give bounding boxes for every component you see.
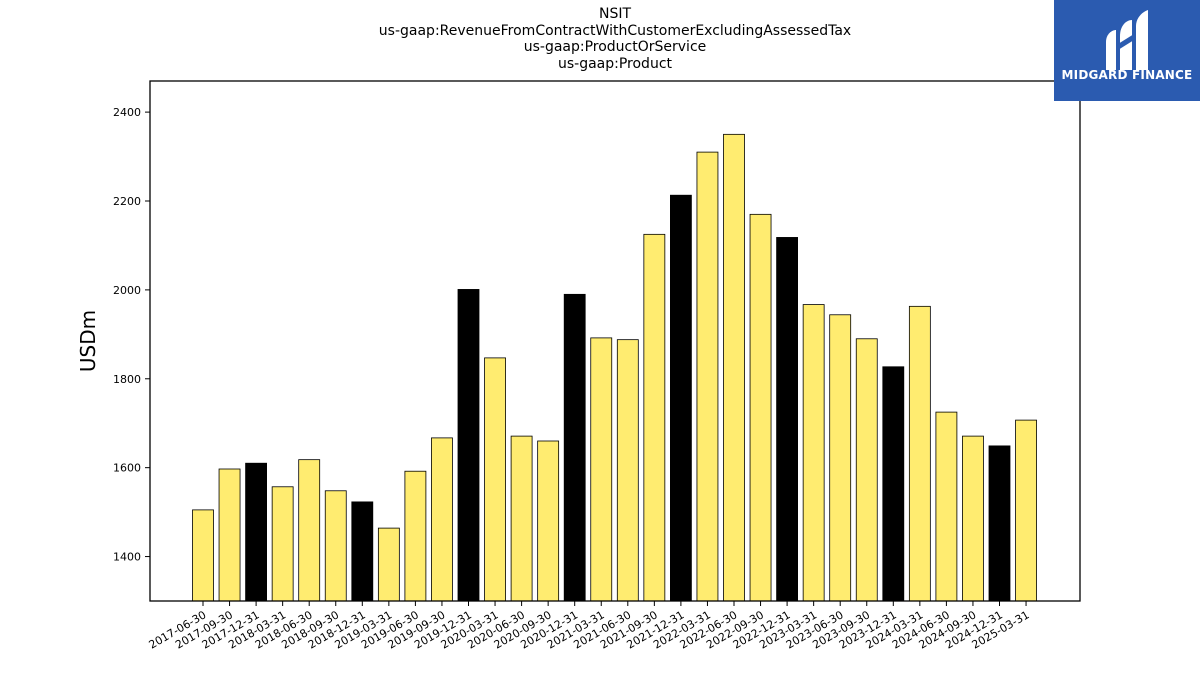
bar-2020-09-30: [537, 440, 560, 602]
bar-2022-09-30: [749, 213, 772, 602]
plot-frame: [149, 80, 1081, 602]
bar-2025-03-31: [1015, 419, 1037, 602]
chart-title-line: us-gaap:RevenueFromContractWithCustomerE…: [378, 22, 852, 39]
chart-title-line: NSIT: [598, 6, 632, 22]
logo-mark-icon: [1106, 10, 1148, 70]
y-tick-label: 1800: [113, 373, 141, 386]
bar-2018-12-31: [351, 501, 374, 602]
bar-2024-06-30: [935, 411, 958, 602]
bar-2020-12-31: [563, 293, 586, 602]
bar-2024-03-31: [908, 305, 931, 602]
bar-2021-12-31: [670, 194, 692, 602]
chart-title-line: us-gaap:Product: [557, 55, 673, 72]
bar-2019-09-30: [431, 437, 453, 602]
bar-2018-03-31: [271, 486, 294, 602]
bar-2018-06-30: [298, 459, 321, 602]
bar-2020-06-30: [510, 435, 533, 602]
bar-2024-09-30: [962, 435, 984, 602]
y-tick-label: 2200: [113, 195, 141, 208]
y-axis-label: USDm: [76, 310, 100, 372]
bar-2023-03-31: [802, 304, 825, 602]
y-tick-label: 1600: [113, 462, 141, 475]
bar-2021-06-30: [616, 339, 639, 602]
bar-2018-09-30: [324, 490, 347, 602]
bar-2017-09-30: [218, 468, 241, 602]
bar-2023-12-31: [882, 366, 905, 602]
y-tick-label: 1400: [113, 551, 141, 564]
bar-2022-12-31: [776, 237, 798, 602]
bar-2023-06-30: [829, 314, 852, 602]
logo-text: MIDGARD FINANCE: [1061, 68, 1193, 82]
chart-title: NSIT us-gaap:RevenueFromContractWithCust…: [150, 6, 1080, 72]
bar-2019-12-31: [457, 289, 480, 602]
y-tick-label: 2400: [113, 106, 141, 119]
bar-2020-03-31: [484, 357, 506, 602]
bar-2017-12-31: [245, 462, 268, 602]
bar-2017-06-30: [192, 509, 214, 602]
bar-2021-03-31: [590, 337, 613, 602]
chart-title-line: us-gaap:ProductOrService: [523, 39, 707, 55]
bar-2022-03-31: [696, 151, 719, 602]
bar-2021-09-30: [643, 233, 666, 602]
bar-2022-06-30: [723, 133, 745, 602]
y-tick-label: 2000: [113, 284, 141, 297]
bar-2023-09-30: [855, 338, 878, 602]
midgard-finance-logo: MIDGARD FINANCE: [1054, 0, 1200, 101]
bar-2019-06-30: [404, 470, 427, 602]
bar-2024-12-31: [988, 445, 1011, 602]
bar-2019-03-31: [377, 527, 400, 602]
